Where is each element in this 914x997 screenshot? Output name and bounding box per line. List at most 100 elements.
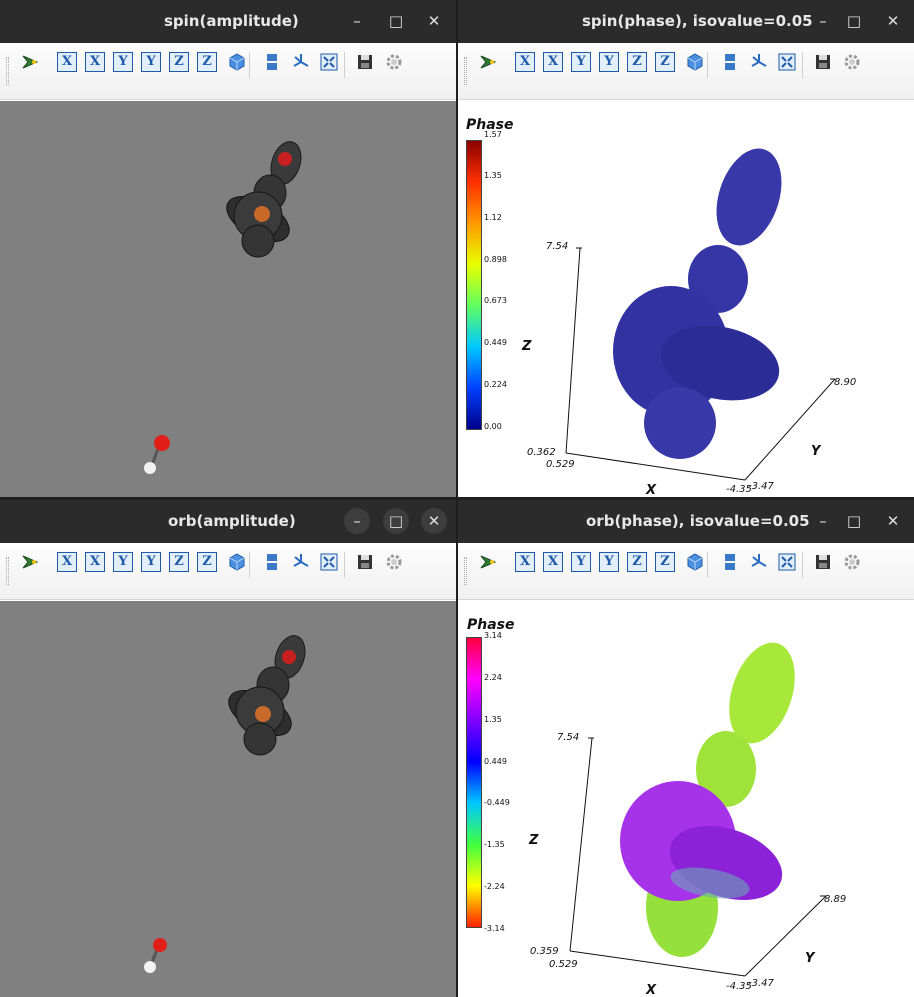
settings-button[interactable]	[842, 552, 862, 572]
save-icon	[816, 555, 830, 569]
colorbar-tick: 2.24	[484, 673, 502, 682]
fullscreen-icon	[320, 53, 338, 71]
y-max-label: 8.89	[824, 894, 847, 905]
gear-icon	[844, 54, 860, 70]
close-button[interactable]: ✕	[886, 512, 900, 530]
maximize-button[interactable]: □	[846, 512, 862, 530]
view-plus-y-button[interactable]: Y	[113, 552, 133, 572]
titlebar[interactable]: orb(amplitude) – □ ✕	[0, 500, 456, 543]
y-max-label: 8.90	[834, 377, 857, 388]
isometric-view-button[interactable]	[227, 552, 247, 572]
save-button[interactable]	[813, 52, 833, 72]
isosurface	[620, 642, 795, 957]
view-minus-x-button[interactable]: X	[85, 552, 105, 572]
layout-button[interactable]	[262, 552, 282, 572]
gear-icon	[386, 54, 402, 70]
view-plus-x-button[interactable]: X	[515, 52, 535, 72]
titlebar[interactable]: spin(phase), isovalue=0.05 – □ ✕	[458, 0, 914, 43]
view-minus-y-button[interactable]: Y	[141, 552, 161, 572]
layout-button[interactable]	[720, 52, 740, 72]
layout-button[interactable]	[262, 52, 282, 72]
render-view[interactable]	[0, 101, 456, 497]
view-plus-x-button[interactable]: X	[57, 52, 77, 72]
titlebar[interactable]: spin(amplitude) – □ ✕	[0, 0, 456, 43]
close-button[interactable]: ✕	[886, 12, 900, 30]
maximize-button[interactable]: □	[846, 12, 862, 30]
titlebar[interactable]: orb(phase), isovalue=0.05 – □ ✕	[458, 500, 914, 543]
view-plus-y-button[interactable]: Y	[113, 52, 133, 72]
layout-icon	[267, 554, 277, 570]
toolbar-grip[interactable]	[6, 57, 9, 85]
view-minus-x-button[interactable]: X	[543, 552, 563, 572]
view-plus-x-button[interactable]: X	[515, 552, 535, 572]
view-plus-y-button[interactable]: Y	[571, 52, 591, 72]
view-minus-x-button[interactable]: X	[543, 52, 563, 72]
view-plus-z-button[interactable]: Z	[627, 52, 647, 72]
y-axis-label: Y	[811, 444, 821, 459]
reset-view-button[interactable]	[478, 552, 498, 572]
fullscreen-button[interactable]	[319, 552, 339, 572]
toolbar-separator	[802, 52, 803, 78]
maximize-button[interactable]: □	[388, 12, 404, 30]
legend-title: Phase	[466, 117, 514, 133]
isometric-view-button[interactable]	[227, 52, 247, 72]
save-button[interactable]	[355, 552, 375, 572]
minimize-button[interactable]: –	[819, 512, 827, 530]
toolbar-grip[interactable]	[464, 57, 467, 85]
toolbar-grip[interactable]	[464, 557, 467, 585]
colorbar-tick: 1.12	[484, 213, 502, 222]
view-minus-x-button[interactable]: X	[85, 52, 105, 72]
render-view[interactable]: Phase 1.57 1.35 1.12 0.898 0.673 0.449 0…	[458, 101, 914, 497]
minimize-button[interactable]: –	[344, 508, 370, 534]
settings-button[interactable]	[384, 552, 404, 572]
colorbar-tick: 1.57	[484, 130, 502, 139]
toolbar-grip[interactable]	[6, 557, 9, 585]
interaction-button[interactable]	[749, 52, 769, 72]
reset-view-button[interactable]	[20, 552, 40, 572]
isometric-view-button[interactable]	[685, 552, 705, 572]
reset-view-button[interactable]	[478, 52, 498, 72]
view-minus-z-button[interactable]: Z	[197, 552, 217, 572]
fullscreen-button[interactable]	[777, 52, 797, 72]
layout-button[interactable]	[720, 552, 740, 572]
view-plus-x-button[interactable]: X	[57, 552, 77, 572]
view-plus-z-button[interactable]: Z	[169, 52, 189, 72]
axes-box	[565, 247, 836, 481]
minimize-button[interactable]: –	[353, 12, 361, 30]
layout-icon	[267, 54, 277, 70]
interaction-button[interactable]	[291, 52, 311, 72]
colorbar-tick: -3.14	[484, 924, 505, 933]
view-minus-y-button[interactable]: Y	[599, 552, 619, 572]
minimize-button[interactable]: –	[819, 12, 827, 30]
z-max-label: 7.54	[546, 241, 569, 252]
view-plus-y-button[interactable]: Y	[571, 552, 591, 572]
view-minus-y-button[interactable]: Y	[599, 52, 619, 72]
interaction-button[interactable]	[291, 552, 311, 572]
fullscreen-button[interactable]	[777, 552, 797, 572]
colorbar-tick: 0.449	[484, 757, 507, 766]
interaction-button[interactable]	[749, 552, 769, 572]
colorbar-tick: 3.14	[484, 631, 502, 640]
view-minus-z-button[interactable]: Z	[655, 52, 675, 72]
y-min-label: -3.47	[748, 978, 774, 989]
view-plus-z-button[interactable]: Z	[627, 552, 647, 572]
reset-view-button[interactable]	[20, 52, 40, 72]
window-title: orb(amplitude)	[168, 512, 296, 530]
close-button[interactable]: ✕	[421, 508, 447, 534]
isometric-view-button[interactable]	[685, 52, 705, 72]
settings-button[interactable]	[384, 52, 404, 72]
view-plus-z-button[interactable]: Z	[169, 552, 189, 572]
view-minus-y-button[interactable]: Y	[141, 52, 161, 72]
settings-button[interactable]	[842, 52, 862, 72]
render-view[interactable]	[0, 601, 456, 997]
save-button[interactable]	[813, 552, 833, 572]
view-minus-z-button[interactable]: Z	[197, 52, 217, 72]
maximize-button[interactable]: □	[383, 508, 409, 534]
view-minus-z-button[interactable]: Z	[655, 552, 675, 572]
save-button[interactable]	[355, 52, 375, 72]
fullscreen-button[interactable]	[319, 52, 339, 72]
render-view[interactable]: Phase 3.14 2.24 1.35 0.449 -0.449 -1.35 …	[458, 601, 914, 997]
close-button[interactable]: ✕	[427, 12, 441, 30]
